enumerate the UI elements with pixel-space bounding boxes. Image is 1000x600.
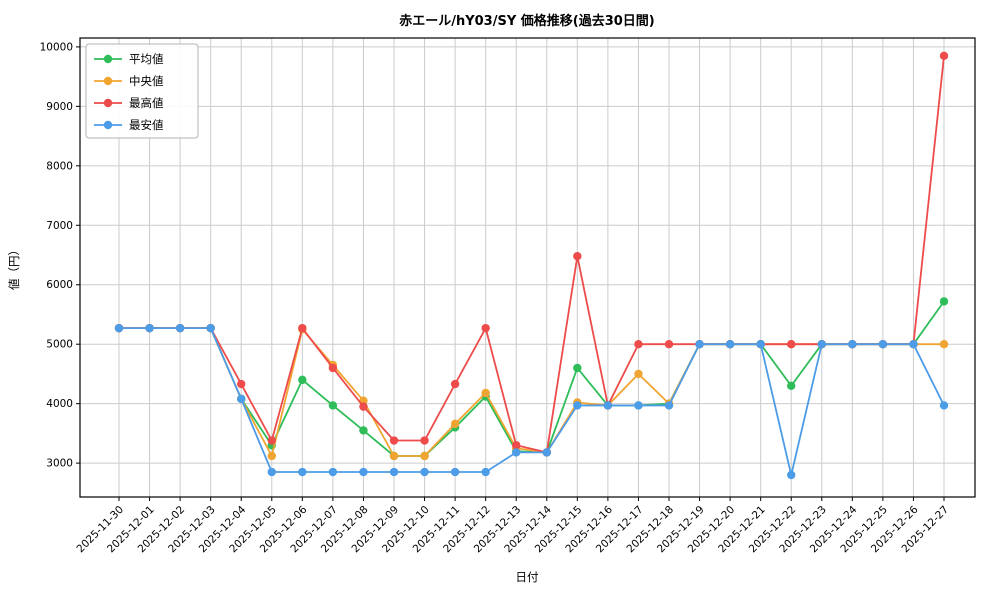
series-marker-min: [206, 323, 215, 333]
series-marker-min: [939, 401, 949, 410]
y-tick-label: 4000: [46, 398, 73, 410]
series-marker-max: [481, 323, 490, 333]
series-marker-min: [695, 339, 704, 349]
series-marker-min: [664, 401, 674, 410]
y-tick-label: 3000: [46, 458, 73, 470]
y-tick-label: 7000: [46, 220, 73, 232]
series-marker-min: [359, 467, 368, 477]
series-marker-median: [267, 451, 276, 461]
series-marker-min: [878, 339, 888, 349]
series-marker-min: [175, 323, 185, 333]
series-marker-min: [420, 467, 429, 477]
series-marker-mean: [939, 297, 949, 306]
series-marker-max: [420, 436, 429, 445]
y-tick-label: 6000: [46, 279, 73, 291]
series-marker-min: [237, 394, 246, 404]
series-marker-mean: [359, 426, 368, 435]
y-tick-label: 9000: [46, 101, 73, 113]
series-marker-min: [481, 467, 490, 477]
series-marker-min: [573, 401, 582, 410]
legend-marker-mean: [103, 54, 113, 64]
series-marker-min: [542, 448, 551, 457]
series-marker-max: [328, 363, 338, 373]
series-marker-max: [237, 379, 246, 389]
series-marker-median: [450, 419, 460, 429]
series-marker-min: [909, 339, 918, 349]
series-marker-min: [450, 467, 460, 477]
y-axis-label: 値（円）: [7, 244, 21, 290]
legend-marker-median: [103, 76, 113, 86]
y-tick-label: 5000: [46, 339, 73, 351]
series-marker-max: [573, 252, 582, 261]
chart-title: 赤エール/hY03/SY 価格推移(過去30日間): [399, 13, 655, 29]
legend-marker-max: [103, 98, 113, 108]
series-marker-max: [359, 402, 368, 411]
series-group: [114, 51, 949, 480]
series-line-max: [118, 54, 945, 454]
legend-label-min: 最安値: [129, 118, 164, 132]
series-marker-min: [848, 339, 857, 349]
series-marker-median: [420, 451, 429, 461]
series-marker-median: [481, 388, 490, 398]
series-marker-mean: [573, 363, 582, 373]
y-tick-label: 8000: [46, 160, 73, 172]
series-marker-max: [389, 436, 399, 445]
series-marker-min: [512, 448, 521, 457]
legend-label-median: 中央値: [129, 74, 164, 88]
series-marker-mean: [787, 381, 796, 391]
series-marker-max: [634, 339, 643, 349]
series-marker-max: [664, 339, 674, 349]
plot-border: [79, 37, 976, 498]
series-marker-min: [603, 401, 613, 410]
series-marker-max: [512, 441, 521, 450]
legend-marker-min: [103, 120, 113, 130]
series-marker-min: [298, 467, 307, 477]
series-marker-min: [787, 470, 796, 480]
series-marker-median: [389, 451, 399, 461]
legend-box: [85, 43, 199, 139]
series-line-min: [118, 327, 945, 476]
series-marker-min: [267, 467, 276, 477]
series-marker-mean: [328, 401, 338, 410]
series-marker-max: [267, 436, 276, 445]
series-marker-min: [634, 401, 643, 410]
legend-label-max: 最高値: [129, 96, 164, 110]
series-marker-mean: [298, 375, 307, 385]
series-marker-median: [634, 369, 643, 379]
series-marker-min: [817, 339, 826, 349]
series-marker-max: [298, 323, 307, 333]
legend-label-mean: 平均値: [129, 52, 164, 66]
series-marker-min: [725, 339, 735, 349]
series-marker-min: [114, 323, 124, 333]
x-axis-label: 日付: [516, 570, 539, 584]
series-marker-max: [450, 379, 460, 389]
series-marker-min: [328, 467, 338, 477]
series-marker-min: [756, 339, 765, 349]
series-marker-min: [389, 467, 399, 477]
y-axis-ticks: 3000 4000 5000 6000 7000 8000 9000 10000: [40, 41, 80, 470]
series-marker-max: [787, 339, 796, 349]
y-tick-label: 10000: [40, 41, 73, 53]
series-marker-max: [939, 51, 949, 61]
series-marker-median: [939, 339, 949, 349]
series-marker-min: [145, 323, 154, 333]
